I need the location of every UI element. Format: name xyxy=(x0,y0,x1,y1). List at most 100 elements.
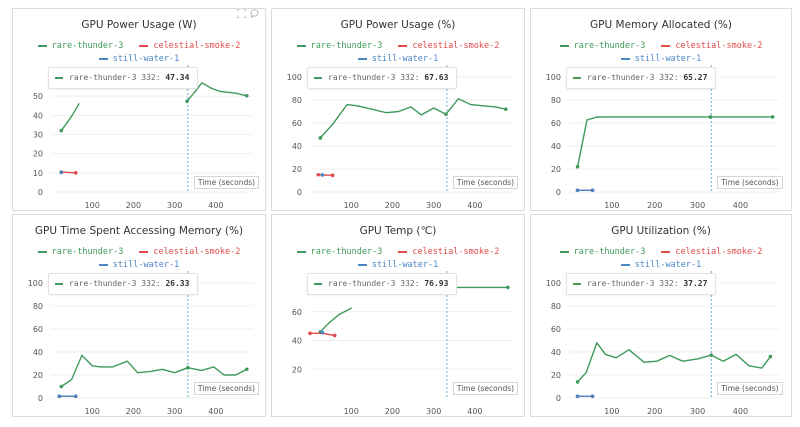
tooltip-label: rare-thunder-3 332: xyxy=(328,73,425,82)
legend-label: rare-thunder-3 xyxy=(51,247,124,257)
tooltip-swatch xyxy=(573,76,581,79)
tooltip-swatch xyxy=(55,282,63,285)
x-tick-label: 200 xyxy=(647,201,662,210)
chart-svg: 0 20 40 60 80 100 100 200 300 400 xyxy=(546,271,779,416)
chart-legend: rare-thunder-3 celestial-smoke-2 xyxy=(531,247,791,257)
y-tick-label: 60 xyxy=(292,119,302,128)
legend-item[interactable]: rare-thunder-3 xyxy=(559,247,646,257)
legend-label: celestial-smoke-2 xyxy=(675,247,763,257)
legend-item[interactable]: celestial-smoke-2 xyxy=(661,41,762,51)
legend-swatch xyxy=(398,250,408,253)
hover-tooltip: rare-thunder-3 332: 26.33 xyxy=(48,273,199,295)
y-tick-label: 80 xyxy=(33,302,43,311)
chart-title: GPU Memory Allocated (%) xyxy=(590,19,732,31)
data-point-celestial-smoke-2 xyxy=(316,172,321,177)
data-point-celestial-smoke-2 xyxy=(308,331,312,336)
legend-item[interactable]: rare-thunder-3 xyxy=(296,247,383,257)
legend-label: still-water-1 xyxy=(634,260,702,270)
x-tick-label: 200 xyxy=(126,201,141,210)
x-tick-label: 100 xyxy=(604,407,619,416)
legend-item[interactable]: celestial-smoke-2 xyxy=(139,247,240,257)
y-tick-label: 40 xyxy=(551,142,561,151)
legend-label: celestial-smoke-2 xyxy=(153,41,241,51)
tooltip-value: 26.33 xyxy=(165,279,190,288)
y-tick-label: 0 xyxy=(556,394,561,403)
chart-panel: 0 20 40 60 80 100 100 200 300 400 GPU Power Usage … xyxy=(271,8,525,211)
hover-tooltip: rare-thunder-3 332: 65.27 xyxy=(566,67,717,89)
legend-item[interactable]: still-water-1 xyxy=(620,260,702,270)
legend-swatch xyxy=(620,263,630,266)
x-tick-label: 200 xyxy=(385,201,400,210)
series-line-celestial-smoke-2 xyxy=(60,171,77,174)
tooltip-label: rare-thunder-3 332: xyxy=(587,279,684,288)
legend-label: rare-thunder-3 xyxy=(573,247,646,257)
series-line-rare-thunder-3 xyxy=(576,116,774,168)
x-tick-label: 200 xyxy=(126,407,141,416)
legend-swatch xyxy=(620,57,630,60)
chart-legend: rare-thunder-3 celestial-smoke-2 xyxy=(272,41,524,51)
comment-icon[interactable] xyxy=(250,9,259,18)
legend-label: rare-thunder-3 xyxy=(573,41,646,51)
hover-tooltip: rare-thunder-3 332: 76.93 xyxy=(307,273,458,295)
chart-panel: 20 40 60 100 200 300 400 GPU Temp (℃) rare-thund… xyxy=(271,214,525,417)
tooltip-swatch xyxy=(314,76,322,79)
y-tick-label: 0 xyxy=(297,188,302,197)
data-point-still-water-1 xyxy=(73,394,78,399)
y-tick-label: 0 xyxy=(38,188,43,197)
y-tick-label: 60 xyxy=(33,325,43,334)
y-tick-label: 80 xyxy=(551,96,561,105)
data-point-celestial-smoke-2 xyxy=(330,173,335,178)
legend-item[interactable]: celestial-smoke-2 xyxy=(398,247,499,257)
y-tick-label: 60 xyxy=(292,308,302,317)
y-tick-label: 40 xyxy=(292,142,302,151)
legend-item[interactable]: rare-thunder-3 xyxy=(37,41,123,51)
legend-item[interactable]: celestial-smoke-2 xyxy=(139,41,240,51)
data-point-rare-thunder-3 xyxy=(768,354,773,359)
chart-svg: 20 40 60 100 200 300 400 xyxy=(292,271,512,416)
data-point-still-water-1 xyxy=(575,394,580,399)
legend-item[interactable]: rare-thunder-3 xyxy=(296,41,382,51)
legend-item[interactable]: rare-thunder-3 xyxy=(37,247,124,257)
legend-item[interactable]: still-water-1 xyxy=(620,54,701,64)
chart-title: GPU Power Usage (%) xyxy=(340,19,456,31)
tooltip-label: rare-thunder-3 332: xyxy=(587,73,684,82)
data-point-still-water-1 xyxy=(575,188,580,193)
y-tick-label: 100 xyxy=(28,279,43,288)
tooltip-value: 47.34 xyxy=(165,73,190,82)
data-point-rare-thunder-3 xyxy=(575,380,580,384)
tooltip-value: 67.63 xyxy=(424,73,449,82)
data-point-rare-thunder-3 xyxy=(245,367,249,372)
data-point-still-water-1 xyxy=(590,394,595,399)
legend-swatch xyxy=(661,44,671,47)
data-point-rare-thunder-3 xyxy=(318,136,323,140)
x-axis-label: Time (seconds) xyxy=(452,176,519,189)
y-tick-label: 40 xyxy=(292,337,302,346)
x-tick-label: 100 xyxy=(604,201,619,210)
legend-swatch xyxy=(661,250,671,253)
data-point-rare-thunder-3 xyxy=(186,365,190,370)
x-tick-label: 100 xyxy=(85,407,100,416)
chart-panel: 0 20 40 60 80 100 100 200 300 400 GPU Memory Alloc… xyxy=(530,8,792,211)
tooltip-label: rare-thunder-3 332: xyxy=(69,73,166,82)
legend-item[interactable]: celestial-smoke-2 xyxy=(398,41,499,51)
series-line-celestial-smoke-2 xyxy=(317,174,334,176)
legend-item[interactable]: still-water-1 xyxy=(98,260,180,270)
y-tick-label: 50 xyxy=(33,92,43,101)
legend-label: celestial-smoke-2 xyxy=(675,41,763,51)
legend-label: still-water-1 xyxy=(112,260,180,270)
legend-item[interactable]: still-water-1 xyxy=(357,260,438,270)
y-tick-label: 100 xyxy=(287,73,302,82)
series-line-rare-thunder-3 xyxy=(186,82,248,102)
legend-item[interactable]: still-water-1 xyxy=(98,54,179,64)
legend-item[interactable]: celestial-smoke-2 xyxy=(661,247,762,257)
chart-legend-row2: still-water-1 xyxy=(272,54,524,64)
x-tick-label: 300 xyxy=(167,201,182,210)
y-tick-label: 20 xyxy=(33,371,43,380)
x-tick-label: 300 xyxy=(167,407,182,416)
legend-label: rare-thunder-3 xyxy=(310,247,383,257)
legend-swatch xyxy=(37,44,47,47)
legend-label: still-water-1 xyxy=(371,54,439,64)
legend-item[interactable]: still-water-1 xyxy=(357,54,439,64)
legend-item[interactable]: rare-thunder-3 xyxy=(559,41,646,51)
expand-icon[interactable] xyxy=(237,9,246,18)
